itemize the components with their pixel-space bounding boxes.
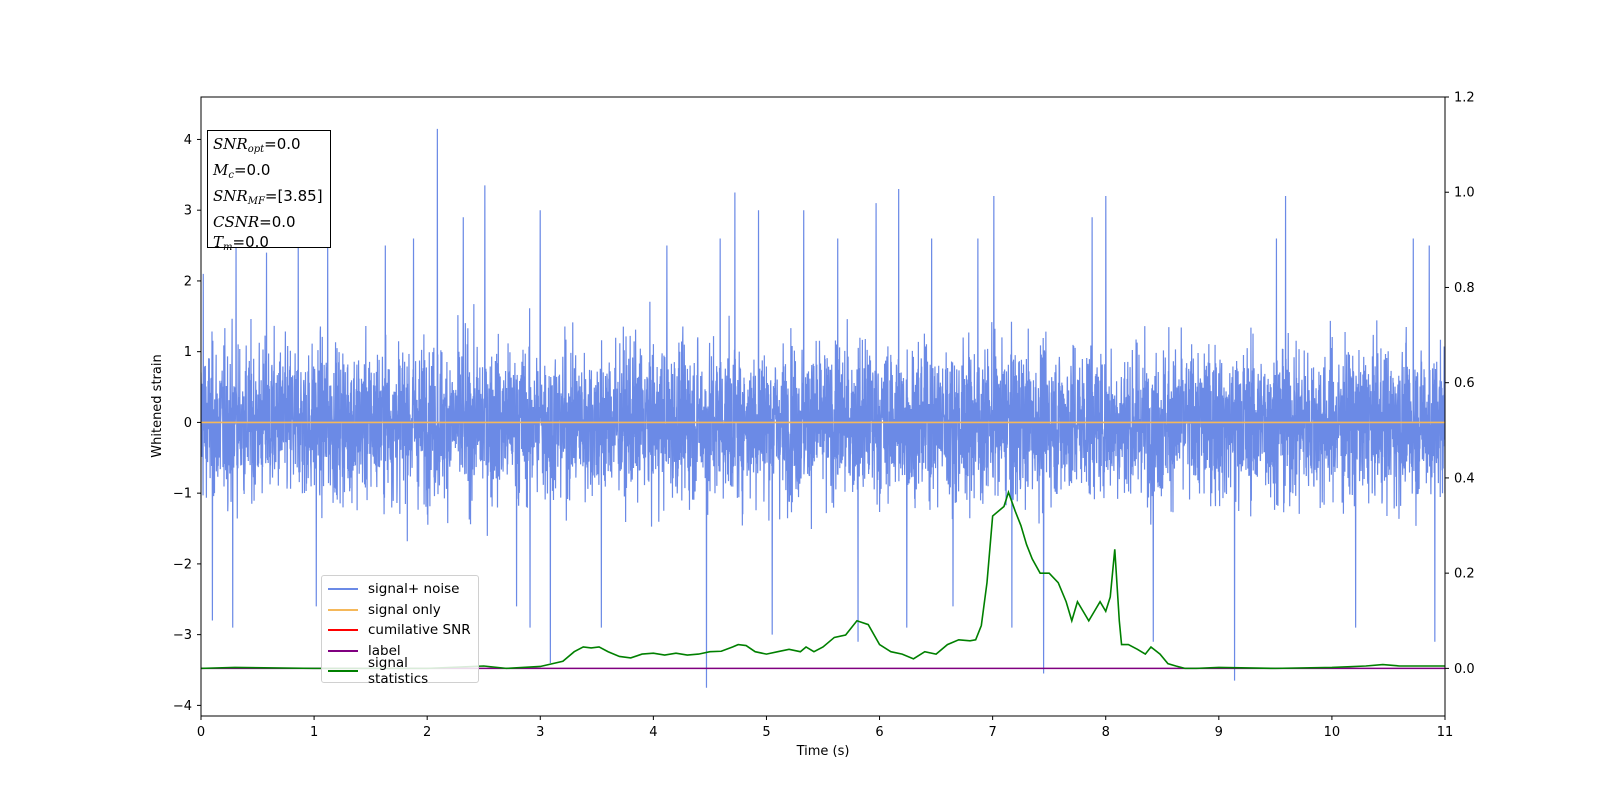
legend-item: signal+ noise [328,579,472,600]
y-tick-label: −1 [173,487,192,502]
x-tick-label: 4 [649,725,657,740]
y-tick-label: 0 [184,416,192,431]
y-tick-label: −4 [173,699,192,714]
y-tick-label: −3 [173,628,192,643]
legend: signal+ noise signal only cumilative SNR… [321,575,479,687]
x-tick-label: 6 [875,725,883,740]
y-right-tick-label: 0.2 [1454,567,1475,582]
x-tick-label: 5 [762,725,770,740]
snr-mf-line: SNRMF=[3.85] [213,187,323,207]
x-tick-label: 9 [1215,725,1223,740]
legend-item: signal only [328,600,472,621]
y-right-tick-label: 0.0 [1454,662,1475,677]
x-tick-label: 3 [536,725,544,740]
y-right-tick-label: 1.0 [1454,186,1475,201]
x-tick-label: 8 [1102,725,1110,740]
y-tick-label: −2 [173,557,192,572]
plot-frame [200,96,1446,717]
csnr-line: CSNR=0.0 [213,213,296,231]
legend-item: signal statistics [328,655,472,687]
legend-item: label [328,641,472,662]
legend-swatch [328,588,358,591]
legend-swatch [328,608,358,611]
x-tick-label: 0 [197,725,205,740]
y-tick-label: 4 [184,133,192,148]
legend-swatch [328,629,358,632]
mc-line: Mc=0.0 [213,161,271,181]
y-right-tick-label: 0.8 [1454,281,1475,296]
signal-noise-series [201,128,1445,688]
y-axis-label: Whitened strain [150,354,165,457]
signal-noise-line [201,128,1445,688]
x-tick-label: 11 [1437,725,1454,740]
signal-statistics-line [201,489,1445,670]
x-tick-label: 7 [988,725,996,740]
annotation-box: SNRopt=0.0 Mc=0.0 SNRMF=[3.85] CSNR=0.0 … [207,130,331,253]
y-tick-label: 1 [184,345,192,360]
legend-item: cumilative SNR [328,620,472,641]
y-tick-label: 2 [184,274,192,289]
x-axis-label: Time (s) [796,744,850,759]
y-right-tick-label: 0.6 [1454,376,1475,391]
tm-line: Tm=0.0 [213,233,269,253]
x-tick-label: 2 [423,725,431,740]
legend-swatch [328,670,358,673]
y-tick-label: 3 [184,204,192,219]
snr-opt-line: SNRopt=0.0 [213,135,301,155]
x-tick-label: 10 [1324,725,1341,740]
legend-swatch [328,649,358,652]
x-tick-label: 1 [310,725,318,740]
y-right-tick-label: 1.2 [1454,91,1475,106]
y-right-tick-label: 0.4 [1454,471,1475,486]
